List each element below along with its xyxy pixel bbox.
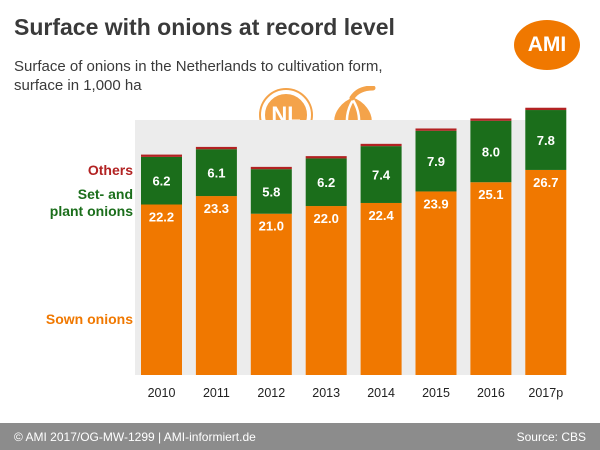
stacked-bar-chart: 22.2 6.2 23.3 6.1 21.0 5.8 22.0 6.2 22.4 7.4 23.9 7… <box>46 107 567 400</box>
ami-logo: AMI <box>514 20 580 70</box>
bar-set-plant-2016 <box>470 120 512 183</box>
bar-others-2011 <box>195 146 237 150</box>
category-label-2016: 2016 <box>477 386 505 400</box>
bar-set-plant-2013 <box>305 158 347 207</box>
data-label-sown-2016: 25.1 <box>478 187 503 202</box>
data-label-sown-2013: 22.0 <box>314 211 339 226</box>
data-label-set-plant-2011: 6.1 <box>207 166 225 181</box>
data-label-sown-2014: 22.4 <box>368 208 394 223</box>
footer-source: Source: CBS <box>516 430 586 444</box>
legend-others: Others <box>88 162 133 178</box>
page-title: Surface with onions at record level <box>14 14 395 40</box>
bar-sown-2016 <box>470 182 512 375</box>
category-label-2015: 2015 <box>422 386 450 400</box>
data-label-set-plant-2010: 6.2 <box>152 174 170 189</box>
bar-set-plant-2014 <box>360 146 402 203</box>
bar-others-2014 <box>360 143 402 147</box>
data-label-sown-2012: 21.0 <box>259 219 284 234</box>
bar-sown-2011 <box>195 196 237 375</box>
data-label-sown-2010: 22.2 <box>149 210 174 225</box>
category-label-2017p: 2017p <box>528 386 563 400</box>
footer-bar: © AMI 2017/OG-MW-1299 | AMI-informiert.d… <box>0 423 600 450</box>
bar-set-plant-2015 <box>415 130 457 192</box>
legend-set-plant-line2: plant onions <box>50 203 133 219</box>
category-label-2012: 2012 <box>257 386 285 400</box>
category-label-2010: 2010 <box>148 386 176 400</box>
legend-set-plant-line1: Set- and <box>78 186 133 202</box>
bar-others-2012 <box>250 166 292 170</box>
category-label-2011: 2011 <box>203 386 230 400</box>
bar-sown-2012 <box>250 213 292 375</box>
data-label-set-plant-2015: 7.9 <box>427 154 445 169</box>
data-label-set-plant-2017p: 7.8 <box>537 133 555 148</box>
bar-others-2015 <box>415 128 457 131</box>
data-label-set-plant-2016: 8.0 <box>482 145 500 160</box>
page-subtitle: Surface of onions in the Netherlands to … <box>14 58 383 94</box>
data-label-set-plant-2012: 5.8 <box>262 184 280 199</box>
data-label-set-plant-2013: 6.2 <box>317 175 335 190</box>
bar-set-plant-2017p <box>525 110 567 170</box>
bar-sown-2015 <box>415 191 457 375</box>
data-label-sown-2017p: 26.7 <box>533 175 558 190</box>
bar-set-plant-2011 <box>195 149 237 197</box>
bar-sown-2013 <box>305 206 347 375</box>
bar-set-plant-2012 <box>250 169 292 214</box>
data-label-sown-2011: 23.3 <box>204 201 229 216</box>
category-label-2014: 2014 <box>367 386 395 400</box>
bar-sown-2010 <box>141 204 182 375</box>
footer-copyright: © AMI 2017/OG-MW-1299 | AMI-informiert.d… <box>14 430 256 444</box>
bar-others-2017p <box>525 107 567 111</box>
bar-set-plant-2010 <box>141 156 182 205</box>
bar-others-2016 <box>470 118 512 121</box>
data-label-set-plant-2014: 7.4 <box>372 168 391 183</box>
bar-sown-2014 <box>360 202 402 375</box>
category-label-2013: 2013 <box>312 386 340 400</box>
data-label-sown-2015: 23.9 <box>423 196 448 211</box>
bar-others-2013 <box>305 156 347 159</box>
legend-sown: Sown onions <box>46 311 133 327</box>
bar-sown-2017p <box>525 169 567 375</box>
bar-others-2010 <box>141 154 182 157</box>
